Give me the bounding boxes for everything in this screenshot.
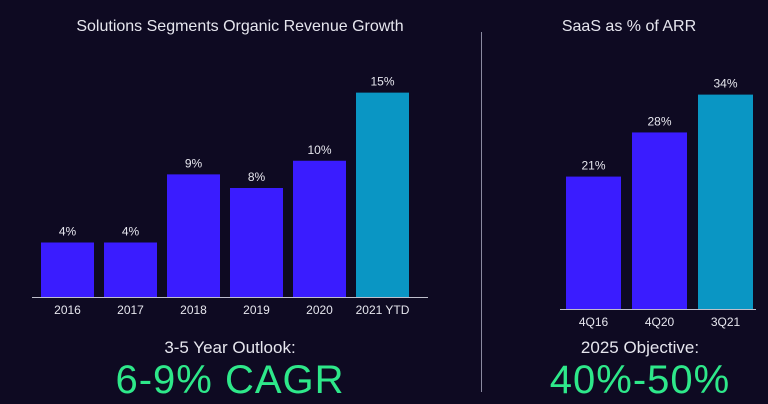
- x-tick-label: 4Q16: [579, 315, 609, 329]
- left-panel: Solutions Segments Organic Revenue Growt…: [32, 18, 428, 402]
- data-label: 15%: [370, 75, 394, 89]
- x-tick-label: 2020: [306, 303, 333, 317]
- x-tick-label: 2017: [117, 303, 144, 317]
- panel-divider: [481, 32, 482, 392]
- bar-2019: [230, 188, 283, 297]
- x-tick-label: 2021 YTD: [356, 303, 410, 317]
- right-chart-title: SaaS as % of ARR: [561, 18, 697, 35]
- data-label: 4%: [122, 225, 140, 239]
- left-chart-title: Solutions Segments Organic Revenue Growt…: [76, 18, 404, 35]
- data-label: 28%: [647, 114, 671, 128]
- x-tick-label: 4Q20: [645, 315, 675, 329]
- bar-2018: [167, 174, 220, 297]
- outlook-value: 6-9% CAGR: [115, 358, 345, 402]
- bar-2021-ytd: [356, 92, 409, 297]
- data-label: 8%: [248, 170, 266, 184]
- left-bar-chart: 4% 2016 4% 2017 9% 2018 8% 2019 10% 2020 15% 2021 Y…: [32, 75, 428, 317]
- bar-2017: [104, 242, 157, 297]
- right-panel: SaaS as % of ARR 21% 4Q16 28% 4Q20 34% 3Q21 2…: [490, 0, 768, 402]
- bar-3q21: [698, 94, 753, 309]
- data-label: 9%: [185, 156, 203, 170]
- data-label: 4%: [59, 225, 77, 239]
- data-label: 10%: [307, 143, 331, 157]
- outlook-label: 3-5 Year Outlook:: [164, 338, 296, 357]
- objective-label: 2025 Objective:: [580, 338, 700, 357]
- bar-2016: [41, 242, 94, 297]
- bar-4q20: [632, 132, 687, 309]
- x-tick-label: 3Q21: [711, 315, 741, 329]
- x-tick-label: 2019: [243, 303, 270, 317]
- objective-value: 40%-50%: [549, 358, 731, 402]
- data-label: 21%: [581, 159, 605, 173]
- x-tick-label: 2018: [180, 303, 207, 317]
- right-bar-chart: 21% 4Q16 28% 4Q20 34% 3Q21: [560, 77, 756, 329]
- bar-4q16: [566, 176, 621, 309]
- data-label: 34%: [713, 77, 737, 91]
- bar-2020: [293, 160, 346, 297]
- x-tick-label: 2016: [54, 303, 81, 317]
